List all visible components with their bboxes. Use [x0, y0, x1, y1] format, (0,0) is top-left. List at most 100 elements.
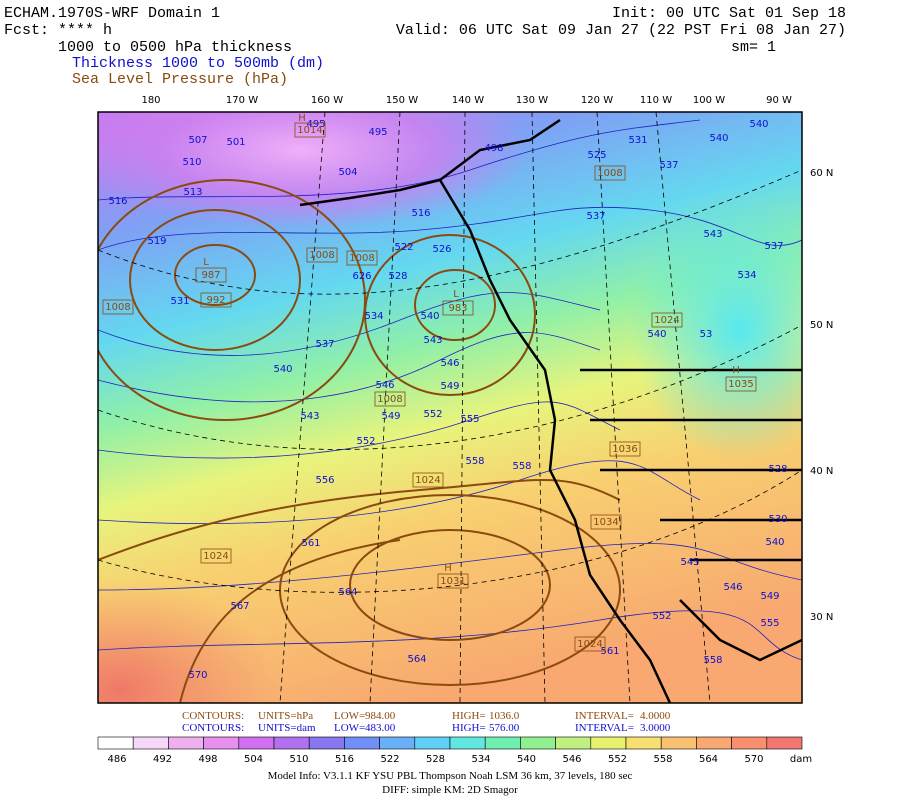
thickness-label: 522 [394, 242, 413, 253]
latitude-label: 50 N [810, 320, 833, 331]
colorbar-box [590, 736, 627, 750]
pressure-label: 1024 [415, 475, 440, 486]
pressure-label: 1008 [597, 168, 622, 179]
colorbar-box [555, 736, 592, 750]
thickness-contour-info: 576.00 [489, 722, 520, 734]
thickness-contour-info: 3.0000 [640, 722, 671, 734]
init-time: Init: 00 UTC Sat 01 Sep 18 [612, 5, 846, 22]
pressure-label-box [412, 472, 444, 488]
thickness-label: 549 [381, 411, 400, 422]
longitude-label: 140 W [452, 95, 484, 106]
colorbar-label: 516 [335, 754, 354, 765]
colorbar-box [132, 736, 169, 750]
pressure-label: 1024 [577, 639, 602, 650]
pressure-label-box [590, 514, 622, 530]
pressure-label-box [102, 299, 134, 315]
thickness-label: 507 [188, 135, 207, 146]
thickness-label: 504 [338, 167, 357, 178]
contour-labels: 495 495 498 507 501 504 510 513 516 519 516 522 526 5… [102, 113, 788, 681]
longitude-label: 150 W [386, 95, 418, 106]
thickness-label: 540 [749, 119, 768, 130]
thickness-label: 534 [737, 270, 756, 281]
thickness-label: 516 [411, 208, 430, 219]
thickness-label: 556 [315, 475, 334, 486]
thickness-label: 552 [423, 409, 442, 420]
pressure-label: 1014 [297, 125, 322, 136]
thickness-label: 558 [512, 461, 531, 472]
colorbar-box [344, 736, 380, 750]
thickness-label: 567 [230, 601, 249, 612]
thickness-contour-info: UNITS=dam [258, 722, 316, 734]
colorbar-label: 558 [653, 754, 672, 765]
thickness-label: 543 [703, 229, 722, 240]
thickness-label: 558 [703, 655, 722, 666]
pressure-contour-info: LOW= [334, 710, 365, 722]
pressure-label-box [200, 548, 232, 564]
colorbar-box [625, 736, 662, 750]
coastlines [299, 118, 802, 703]
pressure-label: H [444, 563, 452, 574]
pressure-label: H [298, 113, 306, 124]
pressure-label: 992 [206, 295, 225, 306]
footer: CONTOURS: UNITS=hPa LOW= 984.00 HIGH= 1036.0 I… [97, 710, 812, 796]
pressure-label: 1024 [203, 551, 228, 562]
longitude-label: 110 W [640, 95, 672, 106]
forecast-hour: Fcst: **** h [4, 22, 112, 39]
thickness-label: 543 [423, 335, 442, 346]
thickness-label: 513 [183, 187, 202, 198]
pressure-label-box [306, 247, 338, 263]
pressure-label: 987 [201, 270, 220, 281]
pressure-label: 1008 [377, 394, 402, 405]
thickness-label: 53 [700, 329, 713, 340]
colorbar-box [449, 736, 486, 750]
colorbar-box [520, 736, 556, 750]
colorbar-label: 570 [744, 754, 763, 765]
thickness-label: 626 [352, 271, 371, 282]
pressure-contour-info: 1036.0 [489, 710, 520, 722]
thickness-label: 525 [587, 150, 606, 161]
colorbar-label: 498 [198, 754, 217, 765]
pressure-label-box [346, 250, 378, 266]
pressure-label-box [374, 391, 406, 407]
colorbar-box [308, 736, 345, 750]
colorbar-box [766, 736, 803, 750]
thickness-label: 531 [170, 296, 189, 307]
colorbar-box [273, 736, 310, 750]
field-name: 1000 to 0500 hPa thickness [58, 39, 292, 56]
longitude-label: 130 W [516, 95, 548, 106]
colorbar-label: 486 [107, 754, 126, 765]
thickness-label: 555 [460, 414, 479, 425]
thickness-label: 540 [765, 537, 784, 548]
thickness-label: 549 [760, 591, 779, 602]
colorbar-box [97, 736, 134, 750]
thickness-label: 537 [586, 211, 605, 222]
longitude-label: 90 W [766, 95, 792, 106]
thickness-label: 540 [273, 364, 292, 375]
colorbar-label: 528 [426, 754, 445, 765]
thickness-label: 495 [368, 127, 387, 138]
colorbar-box [484, 736, 521, 750]
pressure-label: 1024 [654, 315, 679, 326]
pressure-contour-info: UNITS=hPa [258, 710, 313, 722]
thickness-label: 537 [659, 160, 678, 171]
map-area: 495 495 498 507 501 504 510 513 516 519 516 522 526 5… [98, 112, 802, 703]
thickness-label: 528 [388, 271, 407, 282]
pressure-label: L [203, 257, 209, 268]
thickness-label: 564 [407, 654, 426, 665]
thickness-label: 526 [432, 244, 451, 255]
pressure-label: 1036 [612, 444, 637, 455]
colorbar-label: 510 [289, 754, 308, 765]
thickness-label: 545 [680, 557, 699, 568]
thickness-label: 558 [465, 456, 484, 467]
longitude-label: 170 W [226, 95, 258, 106]
colorbar-box [168, 736, 204, 750]
thickness-warm-shade [98, 580, 280, 703]
thickness-label: 555 [760, 618, 779, 629]
thickness-label: 519 [147, 236, 166, 247]
pressure-label: 1034 [593, 517, 618, 528]
colorbar-label: 492 [153, 754, 172, 765]
pressure-contour-info: INTERVAL= [575, 710, 634, 722]
valid-time: Valid: 06 UTC Sat 09 Jan 27 (22 PST Fri … [396, 22, 846, 39]
colorbar-box [379, 736, 416, 750]
